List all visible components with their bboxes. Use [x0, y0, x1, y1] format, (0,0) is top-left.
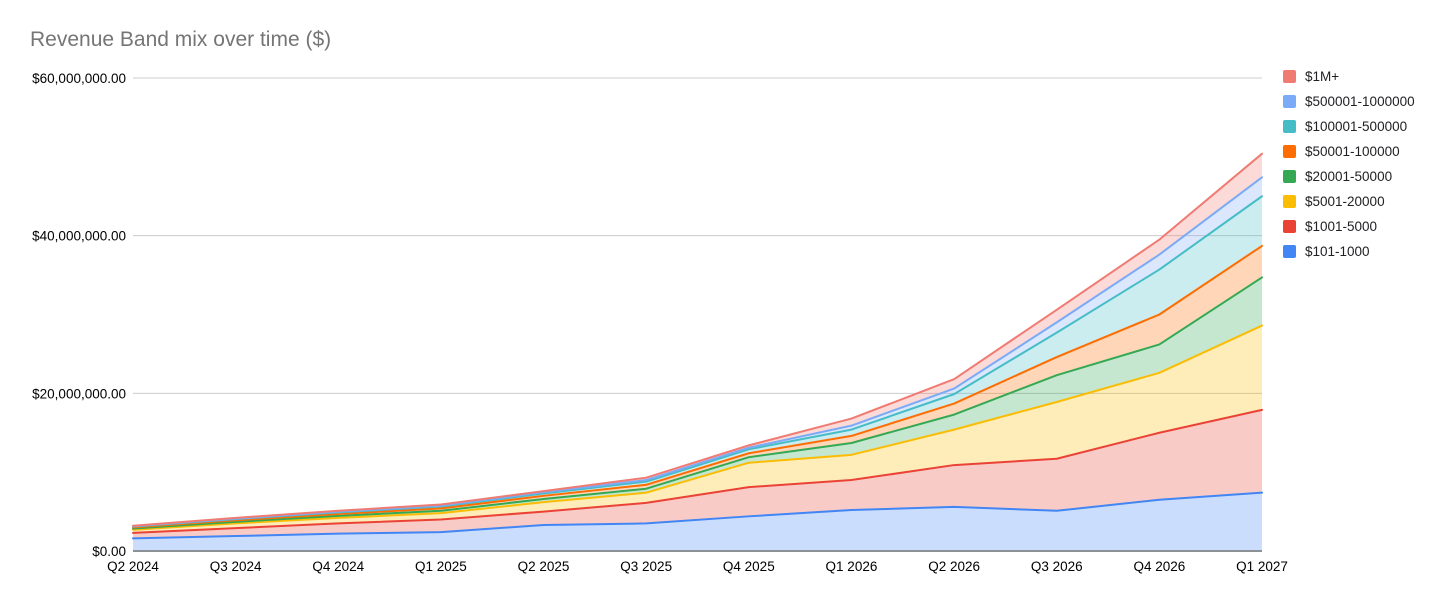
x-tick-label: Q2 2026	[928, 559, 980, 574]
series-line	[132, 491, 1263, 540]
x-tick-label: Q2 2024	[107, 559, 159, 574]
legend-swatch-icon	[1283, 195, 1296, 208]
legend-label: $101-1000	[1305, 244, 1370, 259]
area-band	[133, 277, 1262, 530]
legend-label: $100001-500000	[1305, 119, 1408, 134]
area-band	[133, 492, 1262, 551]
area-band	[133, 325, 1262, 533]
legend-item: $20001-50000	[1283, 164, 1415, 189]
legend-label: $1001-5000	[1305, 219, 1378, 234]
legend-label: $20001-50000	[1305, 169, 1393, 184]
series-line	[132, 324, 1263, 531]
legend-item: $50001-100000	[1283, 139, 1415, 164]
y-tick-label: $40,000,000.00	[32, 229, 126, 244]
legend-item: $101-1000	[1283, 239, 1415, 264]
legend-swatch-icon	[1283, 70, 1296, 83]
chart-legend: $1M+ $500001-1000000 $100001-500000 $50001-…	[1283, 64, 1415, 264]
x-tick-label: Q4 2024	[312, 559, 364, 574]
y-tick-label: $0.00	[92, 544, 126, 559]
legend-item: $500001-1000000	[1283, 89, 1415, 114]
legend-label: $5001-20000	[1305, 194, 1385, 209]
x-tick-label: Q1 2027	[1236, 559, 1288, 574]
x-tick-label: Q1 2026	[826, 559, 878, 574]
legend-item: $5001-20000	[1283, 189, 1415, 214]
area-band	[133, 409, 1262, 539]
chart-title: Revenue Band mix over time ($)	[30, 28, 332, 51]
legend-label: $1M+	[1305, 69, 1340, 84]
y-tick-label: $60,000,000.00	[32, 71, 126, 86]
area-band	[133, 196, 1262, 528]
legend-swatch-icon	[1283, 220, 1296, 233]
legend-swatch-icon	[1283, 95, 1296, 108]
series-line	[132, 408, 1263, 534]
x-tick-label: Q3 2024	[210, 559, 262, 574]
series-line	[132, 244, 1263, 529]
legend-swatch-icon	[1283, 120, 1296, 133]
x-tick-label: Q1 2025	[415, 559, 467, 574]
y-tick-label: $20,000,000.00	[32, 386, 126, 401]
legend-swatch-icon	[1283, 245, 1296, 258]
legend-swatch-icon	[1283, 145, 1296, 158]
series-line	[132, 276, 1263, 530]
legend-label: $500001-1000000	[1305, 94, 1415, 109]
legend-label: $50001-100000	[1305, 144, 1400, 159]
legend-swatch-icon	[1283, 170, 1296, 183]
x-tick-label: Q4 2025	[723, 559, 775, 574]
x-tick-label: Q4 2026	[1133, 559, 1185, 574]
x-tick-label: Q3 2025	[620, 559, 672, 574]
x-tick-label: Q2 2025	[518, 559, 570, 574]
legend-item: $1001-5000	[1283, 214, 1415, 239]
series-line	[132, 152, 1263, 527]
legend-item: $1M+	[1283, 64, 1415, 89]
legend-item: $100001-500000	[1283, 114, 1415, 139]
x-tick-label: Q3 2026	[1031, 559, 1083, 574]
